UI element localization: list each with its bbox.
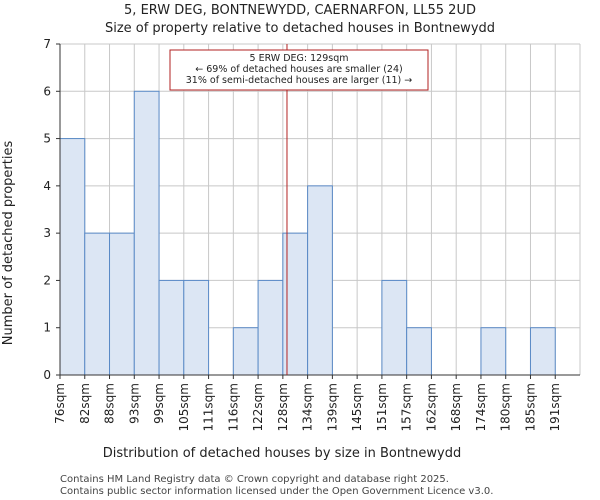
x-tick-label-139sqm: 139sqm bbox=[325, 383, 339, 431]
bar-174sqm bbox=[480, 327, 507, 376]
x-tick-label-128sqm: 128sqm bbox=[276, 383, 290, 431]
bar-185sqm bbox=[529, 327, 556, 376]
annotation-line-1: 5 ERW DEG: 129sqm bbox=[250, 53, 349, 64]
x-tick-label-157sqm: 157sqm bbox=[400, 383, 414, 431]
bar-76sqm bbox=[59, 138, 86, 376]
y-axis-title: Number of detached properties bbox=[1, 141, 16, 346]
y-tick-label-4: 4 bbox=[43, 179, 51, 193]
x-tick-label-185sqm: 185sqm bbox=[523, 383, 537, 431]
x-tick-label-99sqm: 99sqm bbox=[152, 383, 166, 424]
footer-line-1: Contains HM Land Registry data © Crown c… bbox=[60, 474, 449, 485]
bar-93sqm bbox=[133, 90, 160, 376]
annotation-line-3: 31% of semi-detached houses are larger (… bbox=[186, 75, 413, 86]
chart-subtitle: Size of property relative to detached ho… bbox=[105, 21, 495, 36]
y-tick-label-0: 0 bbox=[43, 368, 51, 382]
bar-116sqm bbox=[232, 327, 259, 376]
x-tick-label-93sqm: 93sqm bbox=[127, 383, 141, 424]
y-tick-label-2: 2 bbox=[43, 273, 51, 287]
x-tick-label-151sqm: 151sqm bbox=[375, 383, 389, 431]
y-tick-label-6: 6 bbox=[43, 84, 51, 98]
x-axis-title: Distribution of detached houses by size … bbox=[103, 446, 462, 461]
bar-105sqm bbox=[183, 279, 210, 376]
bar-99sqm bbox=[158, 279, 185, 376]
x-tick-label-76sqm: 76sqm bbox=[53, 383, 67, 424]
x-tick-label-145sqm: 145sqm bbox=[350, 383, 364, 431]
bar-157sqm bbox=[406, 327, 432, 376]
x-tick-label-180sqm: 180sqm bbox=[499, 383, 513, 431]
axes-layer bbox=[59, 44, 580, 376]
bar-134sqm bbox=[307, 185, 333, 376]
y-tick-label-5: 5 bbox=[43, 132, 51, 146]
x-tick-label-82sqm: 82sqm bbox=[78, 383, 92, 424]
y-tick-label-3: 3 bbox=[43, 226, 51, 240]
x-tick-label-174sqm: 174sqm bbox=[474, 383, 488, 431]
y-tick-labels: 0 1 2 3 4 5 6 7 bbox=[43, 37, 60, 382]
chart-title: 5, ERW DEG, BONTNEWYDD, CAERNARFON, LL55… bbox=[124, 3, 476, 18]
y-tick-label-7: 7 bbox=[43, 37, 51, 51]
x-tick-label-111sqm: 111sqm bbox=[202, 383, 216, 431]
annotation-line-2: ← 69% of detached houses are smaller (24… bbox=[195, 64, 402, 75]
bar-82sqm bbox=[84, 232, 111, 376]
x-tick-label-134sqm: 134sqm bbox=[301, 383, 315, 431]
x-tick-label-88sqm: 88sqm bbox=[103, 383, 117, 424]
bar-151sqm bbox=[381, 279, 408, 376]
x-tick-labels: 76sqm 82sqm 88sqm 93sqm 99sqm 105sqm 111sqm 116… bbox=[53, 375, 562, 431]
x-tick-label-162sqm: 162sqm bbox=[424, 383, 438, 431]
x-tick-label-168sqm: 168sqm bbox=[449, 383, 463, 431]
annotation-box bbox=[169, 49, 429, 91]
x-tick-label-105sqm: 105sqm bbox=[177, 383, 191, 431]
x-tick-label-122sqm: 122sqm bbox=[251, 383, 265, 431]
y-tick-label-1: 1 bbox=[43, 321, 51, 335]
x-tick-label-191sqm: 191sqm bbox=[548, 383, 562, 431]
bar-122sqm bbox=[257, 279, 284, 376]
bar-88sqm bbox=[109, 232, 135, 376]
x-tick-label-116sqm: 116sqm bbox=[226, 383, 240, 431]
footer-line-2: Contains public sector information licen… bbox=[60, 486, 493, 497]
bars-layer bbox=[59, 90, 556, 376]
